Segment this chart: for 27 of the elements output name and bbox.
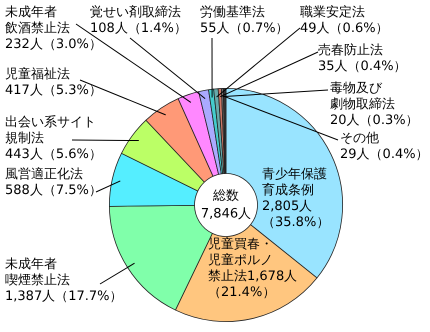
data-label: 588人（7.5%） (5, 182, 102, 198)
data-label: 55人（0.7%） (200, 20, 289, 36)
slice-label: 覚せい剤取締法 (90, 4, 181, 20)
data-label: 417人（5.3%） (5, 82, 102, 98)
slice-label: 毒物及び劇物取締法 (330, 80, 395, 112)
slice-label: 児童買春・児童ポルノ禁止法1,678人（21.4%） (208, 236, 298, 300)
slice-label: 職業安定法 (300, 4, 365, 20)
data-label: 2,805人（35.8%） (262, 198, 330, 230)
slice-label: 未成年者喫煙禁止法 (5, 256, 70, 288)
data-label: 35人（0.4%） (318, 58, 407, 74)
text: 総数 (212, 188, 239, 204)
slice-label: 児童福祉法 (5, 66, 70, 82)
data-label: 1,387人（17.7%） (5, 288, 123, 304)
slice-label: 青少年保護育成条例 (262, 166, 327, 198)
text: 7,846人 (200, 206, 252, 222)
slice-label: 売春防止法 (318, 42, 383, 58)
data-label: 49人（0.6%） (300, 20, 389, 36)
slice-label: 未成年者飲酒禁止法 (5, 4, 70, 36)
data-label: 108人（1.4%） (90, 20, 187, 36)
data-label: 443人（5.6%） (5, 146, 102, 162)
data-label: 20人（0.3%） (330, 112, 419, 128)
data-label: 29人（0.4%） (340, 146, 429, 162)
data-label: 232人（3.0%） (5, 36, 102, 52)
slice-label: その他 (340, 130, 379, 146)
slice-label: 風営適正化法 (5, 166, 83, 182)
slice-label: 出会い系サイト規制法 (5, 114, 96, 146)
slice-label: 労働基準法 (200, 4, 265, 20)
